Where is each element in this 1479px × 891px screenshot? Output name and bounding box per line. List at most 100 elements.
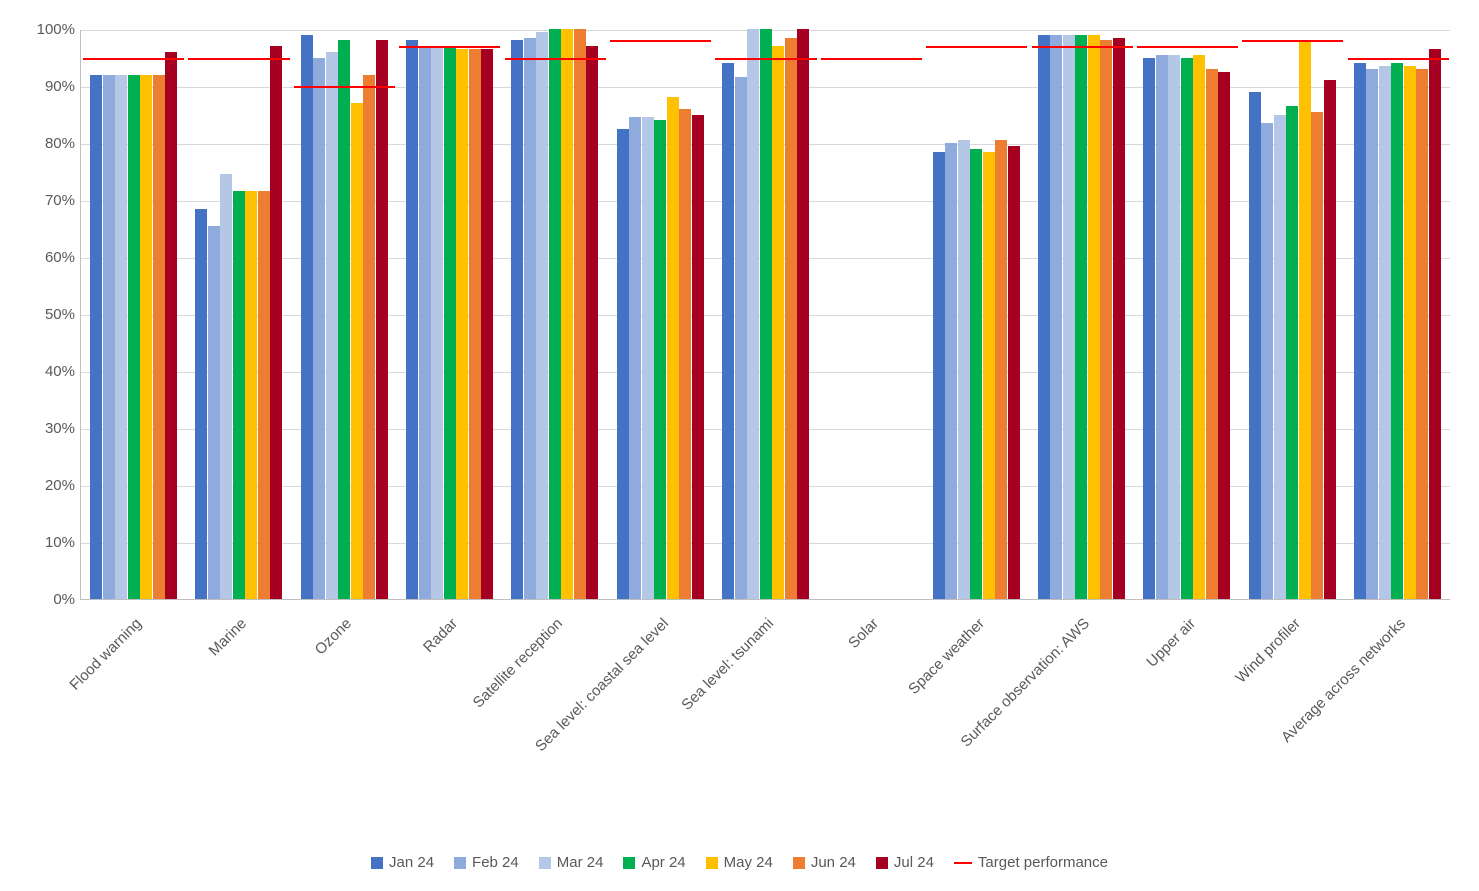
x-tick-label: Sea level: tsunami (712, 610, 817, 790)
bar (945, 143, 957, 599)
legend-swatch (454, 857, 466, 869)
bar (722, 63, 734, 599)
bar (301, 35, 313, 599)
bar (444, 46, 456, 599)
category-group (818, 30, 923, 599)
bar (140, 75, 152, 599)
performance-bar-chart: 0%10%20%30%40%50%60%70%80%90%100% Flood … (20, 20, 1459, 871)
category-group (292, 30, 397, 599)
legend-swatch (623, 857, 635, 869)
legend-label: Jun 24 (811, 854, 856, 871)
bar (617, 129, 629, 599)
category-group (81, 30, 186, 599)
legend-item: Jun 24 (793, 854, 856, 871)
bar (654, 120, 666, 599)
legend-label: Feb 24 (472, 854, 519, 871)
bar (165, 52, 177, 599)
bar (376, 40, 388, 599)
target-line (1348, 58, 1449, 60)
bar (351, 103, 363, 599)
bar (431, 46, 443, 599)
x-tick-label: Ozone (291, 610, 396, 790)
bar (363, 75, 375, 599)
legend-item: May 24 (706, 854, 773, 871)
bar (1429, 49, 1441, 599)
category-group (1239, 30, 1344, 599)
bar (128, 75, 140, 599)
category-group (924, 30, 1029, 599)
legend-swatch (793, 857, 805, 869)
legend-item: Apr 24 (623, 854, 685, 871)
category-group (1029, 30, 1134, 599)
bar (1075, 35, 1087, 599)
bar (338, 40, 350, 599)
bar (270, 46, 282, 599)
legend-label: Target performance (978, 854, 1108, 871)
y-tick-label: 100% (25, 21, 75, 38)
bar (642, 117, 654, 599)
bar (1156, 55, 1168, 599)
bar (561, 29, 573, 599)
bar (245, 191, 257, 599)
bar (1311, 112, 1323, 599)
bar (785, 38, 797, 599)
bar (220, 174, 232, 599)
legend-label: May 24 (724, 854, 773, 871)
bar (1404, 66, 1416, 599)
legend-target-line-icon (954, 862, 972, 864)
bar (735, 77, 747, 599)
bar (995, 140, 1007, 599)
bar (760, 29, 772, 599)
bar (511, 40, 523, 599)
y-tick-label: 0% (25, 591, 75, 608)
bar (456, 49, 468, 599)
bar (103, 75, 115, 599)
y-tick-label: 60% (25, 249, 75, 266)
bar (1181, 58, 1193, 600)
bar (574, 29, 586, 599)
category-group (1345, 30, 1450, 599)
x-tick-label: Upper air (1134, 610, 1239, 790)
bar (1261, 123, 1273, 599)
legend-item: Feb 24 (454, 854, 519, 871)
y-tick-label: 30% (25, 420, 75, 437)
category-group (502, 30, 607, 599)
target-line (399, 46, 500, 48)
bar (586, 46, 598, 599)
target-line (1242, 40, 1343, 42)
legend-swatch (876, 857, 888, 869)
target-line (188, 58, 289, 60)
y-tick-label: 70% (25, 192, 75, 209)
bar (1113, 38, 1125, 599)
bar (524, 38, 536, 599)
bar (536, 32, 548, 599)
bar (1193, 55, 1205, 599)
bar (1274, 115, 1286, 600)
bar (933, 152, 945, 599)
bar (1100, 40, 1112, 599)
plot-area (80, 30, 1450, 600)
bar (1008, 146, 1020, 599)
legend-label: Jul 24 (894, 854, 934, 871)
legend-item-target: Target performance (954, 854, 1108, 871)
y-tick-label: 20% (25, 477, 75, 494)
target-line (1032, 46, 1133, 48)
bar (469, 49, 481, 599)
bar (1324, 80, 1336, 599)
bar (1391, 63, 1403, 599)
bar (1354, 63, 1366, 599)
target-line (926, 46, 1027, 48)
y-tick-label: 90% (25, 78, 75, 95)
category-group (608, 30, 713, 599)
legend-swatch (539, 857, 551, 869)
bar (667, 97, 679, 599)
target-line (1137, 46, 1238, 48)
legend-item: Jan 24 (371, 854, 434, 871)
category-group (1134, 30, 1239, 599)
y-tick-label: 50% (25, 306, 75, 323)
bar (1168, 55, 1180, 599)
legend-swatch (371, 857, 383, 869)
bar (90, 75, 102, 599)
target-line (821, 58, 922, 60)
bar (326, 52, 338, 599)
